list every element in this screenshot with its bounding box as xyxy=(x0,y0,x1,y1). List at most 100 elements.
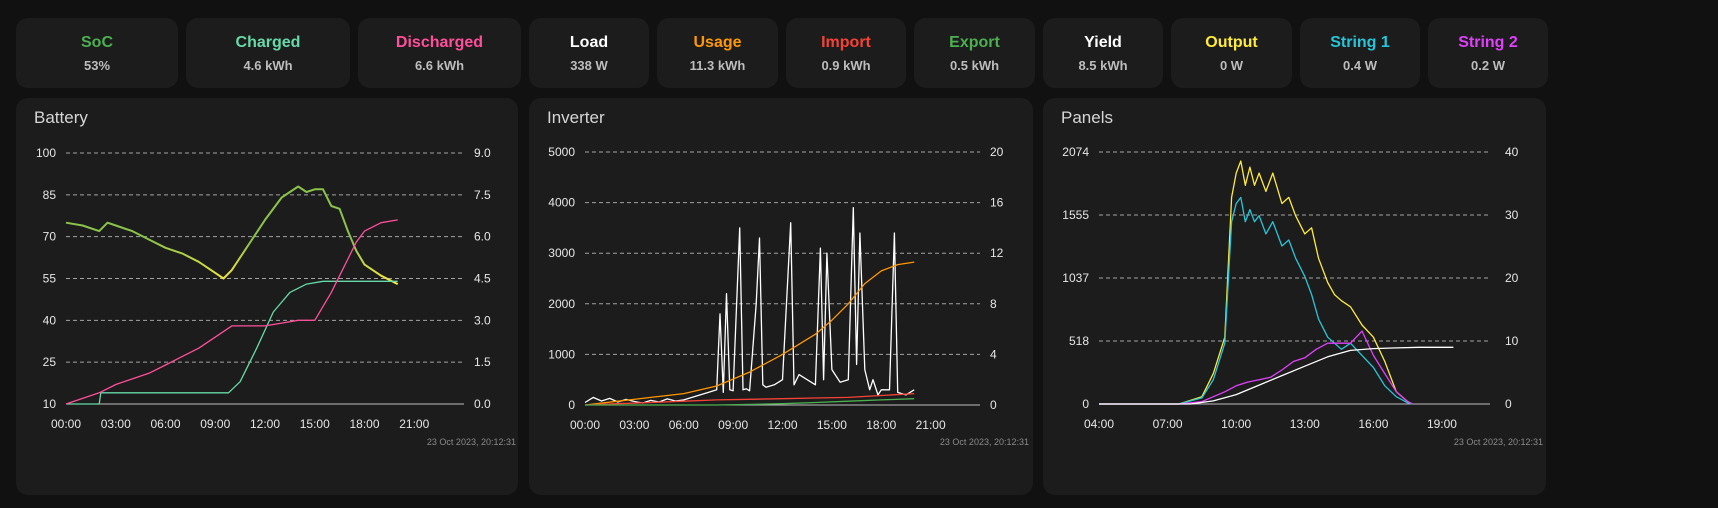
series-line-yield xyxy=(1099,346,1454,405)
x-tick-label: 21:00 xyxy=(916,418,946,432)
y-right-tick-label: 6.0 xyxy=(474,230,491,244)
x-tick-label: 18:00 xyxy=(349,417,379,431)
x-tick-label: 04:00 xyxy=(1084,417,1114,431)
stat-cards: SoC 53% Charged 4.6 kWh Discharged 6.6 kWh Loa… xyxy=(16,18,1704,88)
stat-card-output[interactable]: Output 0 W xyxy=(1171,18,1292,88)
y-left-tick-label: 1555 xyxy=(1062,208,1089,222)
timestamp: 23 Oct 2023, 20:12:31 xyxy=(940,437,1029,447)
y-left-tick-label: 0 xyxy=(1082,397,1089,411)
y-right-tick-label: 3.0 xyxy=(474,313,491,327)
series-line-string-1 xyxy=(1099,196,1413,405)
y-left-tick-label: 55 xyxy=(43,272,57,286)
panels-panel: Panels 0 518 1037 1555 2074 0 10 20 30 40 04:00 07:… xyxy=(1043,98,1546,495)
stat-card-yield[interactable]: Yield 8.5 kWh xyxy=(1043,18,1163,88)
stat-card-usage[interactable]: Usage 11.3 kWh xyxy=(657,18,778,88)
stat-value: 11.3 kWh xyxy=(689,58,746,73)
stat-label: String 1 xyxy=(1330,34,1390,51)
y-right-tick-label: 0 xyxy=(990,398,997,412)
stat-card-soc[interactable]: SoC 53% xyxy=(16,18,178,88)
y-left-tick-label: 2000 xyxy=(548,297,575,311)
y-right-tick-label: 20 xyxy=(1505,271,1519,285)
y-left-tick-label: 3000 xyxy=(548,246,575,260)
y-left-tick-label: 100 xyxy=(36,146,56,160)
stat-label: Import xyxy=(821,34,871,51)
stat-label: Charged xyxy=(235,34,301,51)
y-left-tick-label: 2074 xyxy=(1062,145,1089,159)
series-line-discharged xyxy=(65,219,398,405)
stat-value: 8.5 kWh xyxy=(1078,58,1128,73)
battery-panel: Battery 10 25 40 55 70 85 100 0.0 1.5 3.0 4.5 6.0 7.… xyxy=(16,98,518,495)
stat-card-charged[interactable]: Charged 4.6 kWh xyxy=(186,18,350,88)
panel-title: Inverter xyxy=(547,108,605,127)
stat-value: 4.6 kWh xyxy=(243,58,293,73)
y-right-tick-label: 16 xyxy=(990,196,1004,210)
series-line-usage xyxy=(584,261,915,406)
series-line-soc xyxy=(65,185,399,285)
stat-card-export[interactable]: Export 0.5 kWh xyxy=(914,18,1035,88)
x-tick-label: 12:00 xyxy=(250,417,280,431)
x-tick-label: 21:00 xyxy=(399,417,429,431)
stat-label: Load xyxy=(569,34,609,51)
series-line-load xyxy=(584,207,915,404)
x-tick-label: 09:00 xyxy=(200,417,230,431)
stat-card-load[interactable]: Load 338 W xyxy=(529,18,649,88)
y-left-tick-label: 85 xyxy=(43,188,57,202)
x-tick-label: 07:00 xyxy=(1153,417,1183,431)
y-right-tick-label: 40 xyxy=(1505,145,1519,159)
x-tick-label: 06:00 xyxy=(150,417,180,431)
series-line-output xyxy=(1099,160,1413,405)
y-right-tick-label: 10 xyxy=(1505,334,1519,348)
stat-label: Yield xyxy=(1084,34,1122,51)
y-left-tick-label: 70 xyxy=(43,230,57,244)
x-tick-label: 12:00 xyxy=(767,418,797,432)
y-right-tick-label: 4.5 xyxy=(474,272,491,286)
panel-title: Panels xyxy=(1061,108,1113,127)
stat-value: 0.4 W xyxy=(1343,58,1377,73)
x-tick-label: 18:00 xyxy=(866,418,896,432)
stat-value: 53% xyxy=(83,58,111,73)
stat-value: 0.9 kWh xyxy=(821,58,871,73)
stat-value: 6.6 kWh xyxy=(414,58,465,73)
stat-label: Discharged xyxy=(395,34,484,51)
y-left-tick-label: 1037 xyxy=(1062,271,1089,285)
y-left-tick-label: 25 xyxy=(43,355,57,369)
stat-label: String 2 xyxy=(1458,34,1518,51)
stat-label: Usage xyxy=(693,34,742,51)
y-right-tick-label: 0 xyxy=(1505,397,1512,411)
y-right-tick-label: 0.0 xyxy=(474,397,491,411)
x-tick-label: 03:00 xyxy=(619,418,649,432)
y-right-tick-label: 8 xyxy=(990,297,997,311)
timestamp: 23 Oct 2023, 20:12:31 xyxy=(427,437,516,447)
x-tick-label: 06:00 xyxy=(669,418,699,432)
y-right-tick-label: 9.0 xyxy=(474,146,491,160)
stat-card-import[interactable]: Import 0.9 kWh xyxy=(786,18,906,88)
x-tick-label: 00:00 xyxy=(51,417,81,431)
y-right-tick-label: 1.5 xyxy=(474,355,491,369)
panel-title: Battery xyxy=(34,108,88,127)
stat-card-string-2[interactable]: String 2 0.2 W xyxy=(1428,18,1548,88)
stat-value: 338 W xyxy=(570,58,608,73)
y-left-tick-label: 1000 xyxy=(548,347,575,361)
stat-card-discharged[interactable]: Discharged 6.6 kWh xyxy=(358,18,521,88)
x-tick-label: 13:00 xyxy=(1290,417,1320,431)
y-left-tick-label: 10 xyxy=(43,397,57,411)
y-right-tick-label: 20 xyxy=(990,145,1004,159)
series-line-string-2 xyxy=(1099,330,1413,405)
x-tick-label: 19:00 xyxy=(1427,417,1457,431)
timestamp: 23 Oct 2023, 20:12:31 xyxy=(1454,437,1543,447)
stat-card-string-1[interactable]: String 1 0.4 W xyxy=(1300,18,1420,88)
series-line-import xyxy=(584,392,915,406)
y-right-tick-label: 12 xyxy=(990,246,1004,260)
y-left-tick-label: 0 xyxy=(568,398,575,412)
stat-label: Output xyxy=(1205,34,1258,51)
series-line-charged xyxy=(66,280,398,405)
x-tick-label: 15:00 xyxy=(817,418,847,432)
y-left-tick-label: 4000 xyxy=(548,196,575,210)
y-left-tick-label: 518 xyxy=(1069,334,1089,348)
x-tick-label: 00:00 xyxy=(570,418,600,432)
inverter-chart: 0 1000 2000 3000 4000 5000 0 4 8 12 16 20 00:00 03:00… xyxy=(548,145,1029,447)
panels-chart: 0 518 1037 1555 2074 0 10 20 30 40 04:00 07:00 10:00… xyxy=(1062,145,1543,447)
y-right-tick-label: 30 xyxy=(1505,208,1519,222)
stat-value: 0.2 W xyxy=(1471,58,1505,73)
series-line-export xyxy=(585,398,915,406)
